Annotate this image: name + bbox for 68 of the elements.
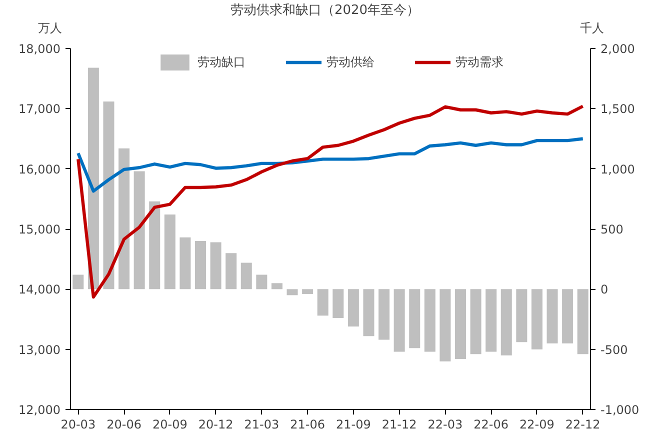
bar xyxy=(88,68,99,290)
legend-label: 劳动缺口 xyxy=(198,54,246,70)
bar xyxy=(486,289,497,352)
bar xyxy=(440,289,451,362)
bar xyxy=(562,289,574,344)
x-tick-label: 22-09 xyxy=(520,418,554,432)
bar xyxy=(454,289,466,359)
y-tick-label: 12,000 xyxy=(18,403,61,417)
y-tick-label: 17,000 xyxy=(18,102,61,116)
y2-tick-label: 1,500 xyxy=(600,102,635,116)
bar xyxy=(194,241,206,290)
line-series xyxy=(76,104,584,299)
x-tick-label: 20-06 xyxy=(106,418,142,432)
bar xyxy=(363,289,374,336)
bar xyxy=(180,237,191,290)
bar xyxy=(516,289,528,342)
y-axis-title: 万人 xyxy=(38,20,62,37)
x-tick-label: 22-06 xyxy=(474,418,509,432)
bar xyxy=(577,289,588,354)
bar xyxy=(149,201,160,290)
chart-title: 劳动供求和缺口（2020年至今） xyxy=(229,2,421,20)
y-tick-label: 16,000 xyxy=(18,162,61,176)
bar xyxy=(500,289,512,356)
bar xyxy=(271,283,282,290)
bar xyxy=(424,289,436,352)
legend-label: 劳动供给 xyxy=(326,54,374,70)
y2-tick-label: 500 xyxy=(600,222,624,236)
x-tick-label: 21-09 xyxy=(336,418,371,432)
y2-axis-title: 千人 xyxy=(580,20,604,37)
legend-label: 劳动需求 xyxy=(456,54,504,70)
x-tick-label: 20-12 xyxy=(198,418,234,432)
x-tick-label: 22-12 xyxy=(565,418,600,432)
bar xyxy=(286,289,298,296)
bar xyxy=(256,274,268,290)
bar xyxy=(210,242,222,290)
x-tick-label: 20-09 xyxy=(152,418,188,432)
bar xyxy=(118,148,130,290)
x-tick-label: 20-03 xyxy=(60,418,96,432)
y-tick-label: 14,000 xyxy=(18,282,61,297)
bar xyxy=(394,289,405,352)
bar xyxy=(164,214,176,290)
bar xyxy=(240,262,252,290)
bar xyxy=(134,171,145,290)
x-tick-label: 21-03 xyxy=(244,418,280,432)
y2-tick-label: 1,000 xyxy=(600,162,635,176)
y2-tick-label: -500 xyxy=(600,342,628,357)
bar xyxy=(409,289,420,348)
bar xyxy=(72,274,84,290)
x-tick-label: 21-06 xyxy=(290,418,325,432)
bar xyxy=(317,289,328,316)
y-tick-label: 18,000 xyxy=(18,42,61,56)
y-tick-label: 13,000 xyxy=(18,342,61,357)
bar xyxy=(378,289,390,340)
y2-tick-label: -1,000 xyxy=(600,403,640,417)
y2-tick-label: 0 xyxy=(600,282,608,297)
bar xyxy=(332,289,344,318)
bar xyxy=(226,253,237,290)
bar xyxy=(103,101,114,290)
x-tick-label: 21-12 xyxy=(382,418,417,432)
bar xyxy=(546,289,558,344)
bar xyxy=(470,289,482,354)
bar xyxy=(531,289,542,350)
y-tick-label: 15,000 xyxy=(18,222,61,236)
bar xyxy=(348,289,359,326)
x-tick-label: 22-03 xyxy=(428,418,463,432)
line-series xyxy=(76,137,584,193)
bar xyxy=(302,289,314,294)
y2-tick-label: 2,000 xyxy=(600,42,635,56)
